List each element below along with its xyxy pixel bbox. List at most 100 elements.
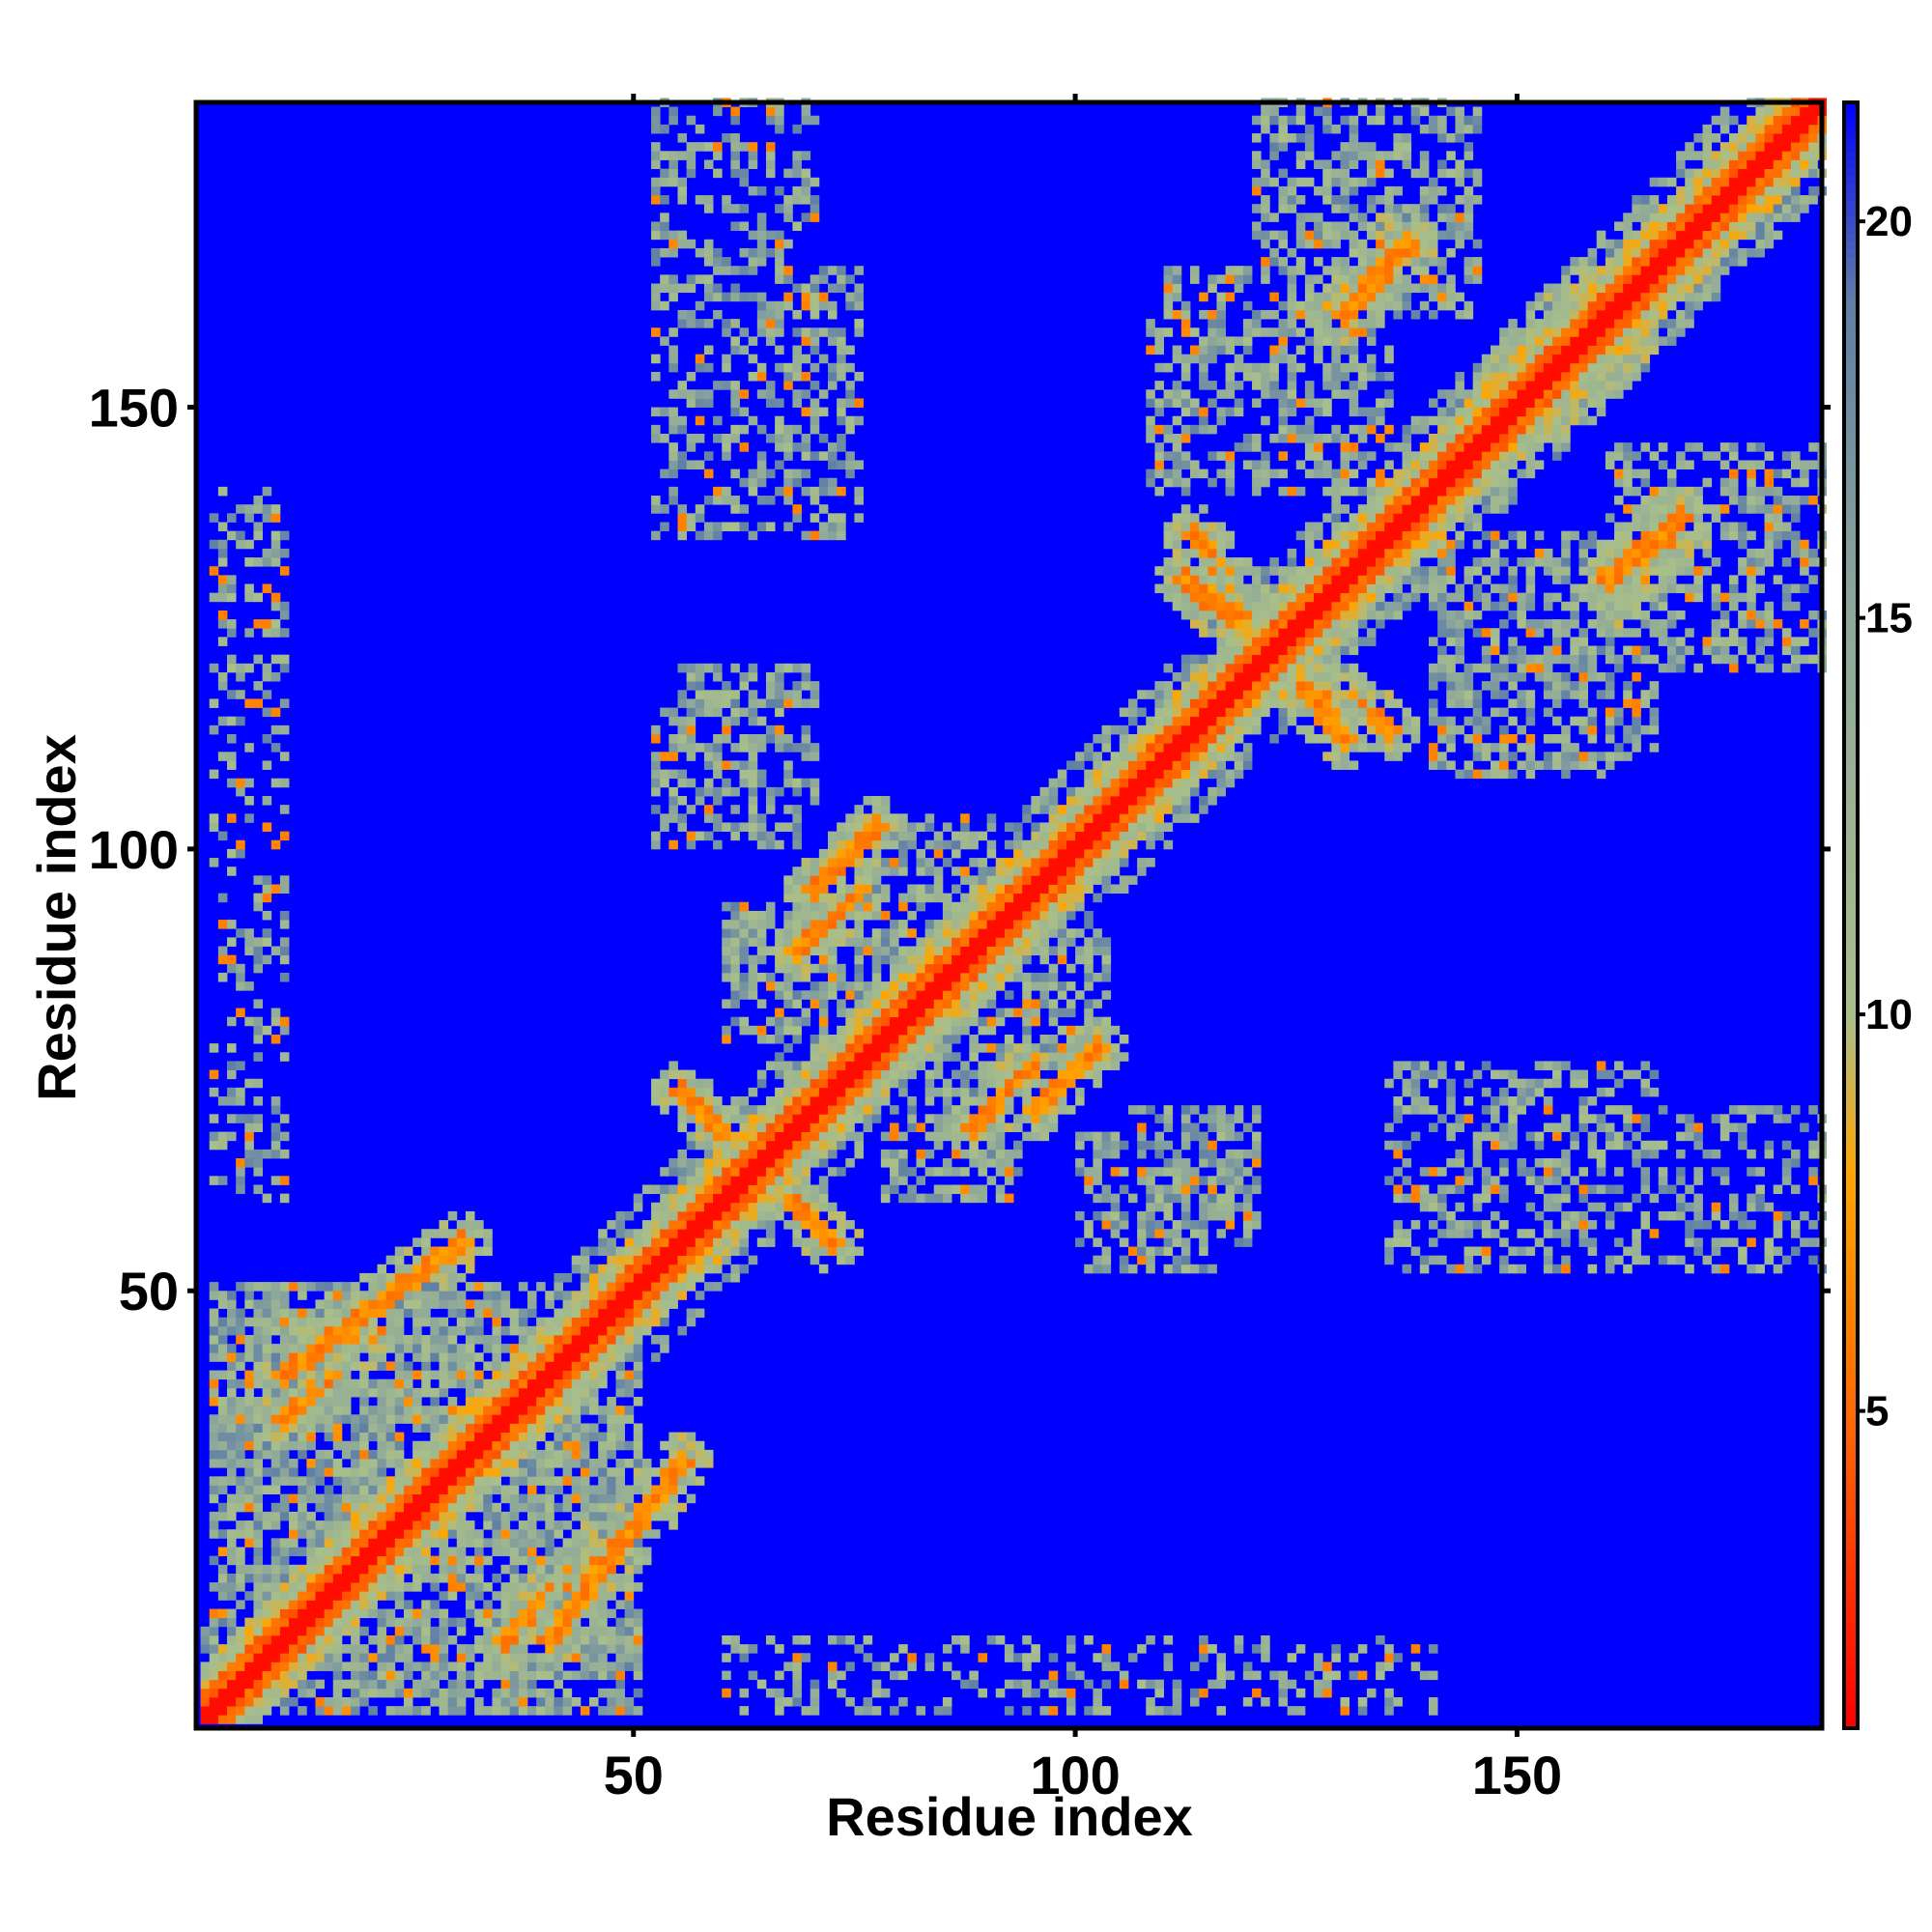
heatmap-cell — [200, 1662, 211, 1671]
heatmap-cell — [298, 1325, 307, 1336]
heatmap-cell — [545, 1467, 554, 1477]
heatmap-cell — [1022, 1679, 1032, 1690]
heatmap-cell — [571, 1344, 582, 1353]
heatmap-cell — [615, 1511, 626, 1521]
heatmap-cell — [315, 1423, 326, 1433]
heatmap-cell — [244, 981, 254, 991]
heatmap-cell — [465, 1670, 475, 1681]
heatmap-cell — [633, 1325, 643, 1336]
heatmap-cell — [1101, 1662, 1112, 1671]
heatmap-cell — [500, 1291, 511, 1300]
heatmap-cell — [253, 1502, 263, 1513]
heatmap-cell — [703, 142, 714, 152]
heatmap-cell — [324, 1406, 334, 1415]
heatmap-cell — [686, 743, 696, 753]
heatmap-cell — [500, 1467, 511, 1477]
heatmap-cell — [580, 1582, 590, 1592]
heatmap-cell — [890, 990, 899, 1000]
heatmap-cell — [660, 177, 669, 187]
heatmap-cell — [598, 1706, 608, 1716]
heatmap-cell — [492, 1653, 501, 1662]
heatmap-cell — [986, 822, 997, 833]
heatmap-cell — [536, 1653, 546, 1662]
heatmap-cell — [580, 1246, 590, 1257]
heatmap-cell — [765, 671, 776, 682]
heatmap-cell — [933, 963, 944, 974]
heatmap-cell — [368, 1564, 378, 1575]
heatmap-cell — [351, 1502, 360, 1513]
heatmap-cell — [978, 928, 988, 938]
heatmap-cell — [279, 1573, 290, 1583]
heatmap-cell — [483, 1520, 493, 1530]
heatmap-cell — [722, 257, 731, 267]
heatmap-cell — [456, 1459, 467, 1468]
heatmap-cell — [403, 1582, 413, 1592]
heatmap-cell — [483, 1653, 493, 1662]
heatmap-cell — [270, 601, 281, 611]
heatmap-cell — [298, 1608, 307, 1619]
heatmap-cell — [1004, 1069, 1014, 1080]
heatmap-cell — [748, 671, 758, 682]
heatmap-cell — [244, 1317, 254, 1327]
heatmap-cell — [969, 1158, 979, 1168]
heatmap-cell — [580, 1406, 590, 1415]
heatmap-cell — [368, 1308, 378, 1319]
heatmap-cell — [792, 159, 802, 169]
heatmap-cell — [880, 1061, 891, 1070]
heatmap-cell — [827, 336, 838, 346]
heatmap-cell — [554, 1291, 563, 1300]
heatmap-cell — [801, 354, 811, 364]
heatmap-cell — [624, 1626, 635, 1636]
heatmap-cell — [527, 1397, 537, 1406]
heatmap-cell — [995, 1008, 1006, 1018]
heatmap-cell — [1022, 1662, 1032, 1671]
heatmap-cell — [651, 1493, 661, 1504]
heatmap-cell — [244, 1634, 254, 1645]
heatmap-cell — [262, 663, 272, 673]
heatmap-cell — [315, 1634, 326, 1645]
heatmap-cell — [960, 839, 970, 850]
heatmap-cell — [668, 1476, 678, 1486]
heatmap-cell — [624, 1308, 635, 1319]
heatmap-cell — [527, 1406, 537, 1415]
heatmap-cell — [236, 963, 245, 974]
heatmap-cell — [554, 1325, 563, 1336]
heatmap-cell — [677, 1096, 688, 1106]
heatmap-cell — [668, 106, 678, 117]
heatmap-cell — [262, 707, 272, 718]
heatmap-cell — [315, 1662, 326, 1671]
heatmap-cell — [351, 1591, 360, 1601]
heatmap-cell — [756, 954, 767, 965]
heatmap-cell — [236, 1547, 245, 1557]
heatmap-cell — [615, 1406, 626, 1415]
heatmap-cell — [1022, 946, 1032, 956]
heatmap-cell — [827, 460, 838, 469]
heatmap-cell — [341, 1538, 352, 1548]
heatmap-cell — [324, 1352, 334, 1362]
heatmap-cell — [1075, 813, 1085, 823]
heatmap-cell — [924, 893, 935, 903]
heatmap-cell — [430, 1370, 440, 1380]
heatmap-cell — [703, 1210, 714, 1221]
heatmap-cell — [713, 151, 723, 160]
heatmap-cell — [765, 690, 776, 699]
heatmap-cell — [1004, 1167, 1014, 1177]
heatmap-cell — [253, 1423, 263, 1433]
heatmap-cell — [536, 1406, 546, 1415]
heatmap-cell — [942, 1052, 952, 1062]
heatmap-cell — [880, 1096, 891, 1106]
heatmap-cell — [518, 1370, 528, 1380]
heatmap-cell — [969, 999, 979, 1009]
heatmap-cell — [332, 1608, 343, 1619]
heatmap-cell — [730, 159, 740, 169]
heatmap-cell — [801, 1184, 811, 1195]
heatmap-cell — [703, 1176, 714, 1185]
heatmap-cell — [279, 972, 290, 982]
heatmap-cell — [827, 1210, 838, 1221]
heatmap-cell — [465, 1653, 475, 1662]
heatmap-cell — [837, 1025, 846, 1036]
heatmap-cell — [474, 1591, 484, 1601]
heatmap-cell — [801, 1202, 811, 1212]
heatmap-cell — [1031, 884, 1040, 895]
heatmap-cell — [289, 1406, 298, 1415]
